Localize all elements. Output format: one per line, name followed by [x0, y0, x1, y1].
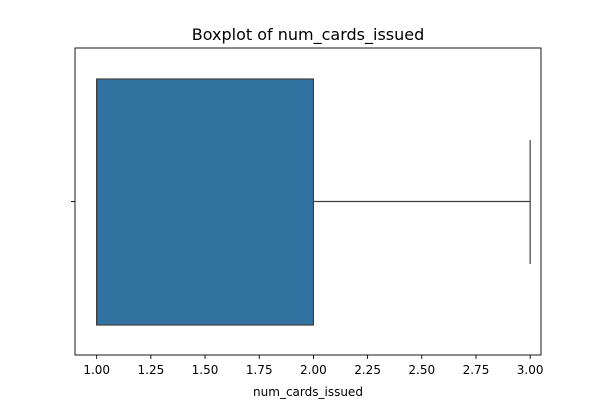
x-tick-label: 2.25 [354, 363, 381, 377]
box-iqr [96, 78, 315, 326]
x-axis-label: num_cards_issued [253, 385, 363, 399]
x-tick-label: 1.00 [83, 363, 110, 377]
x-tick-label: 2.75 [463, 363, 490, 377]
chart-title: Boxplot of num_cards_issued [192, 25, 425, 45]
x-tick-label: 1.75 [246, 363, 273, 377]
x-tick-label: 2.50 [408, 363, 435, 377]
x-tick-label: 3.00 [517, 363, 544, 377]
x-tick-label: 1.25 [138, 363, 165, 377]
x-tick-label: 1.50 [192, 363, 219, 377]
plot-area: 1.00 1.25 1.50 1.75 2.00 2.25 2.50 2.75 3.00 [71, 47, 544, 377]
x-tick-label: 2.00 [300, 363, 327, 377]
